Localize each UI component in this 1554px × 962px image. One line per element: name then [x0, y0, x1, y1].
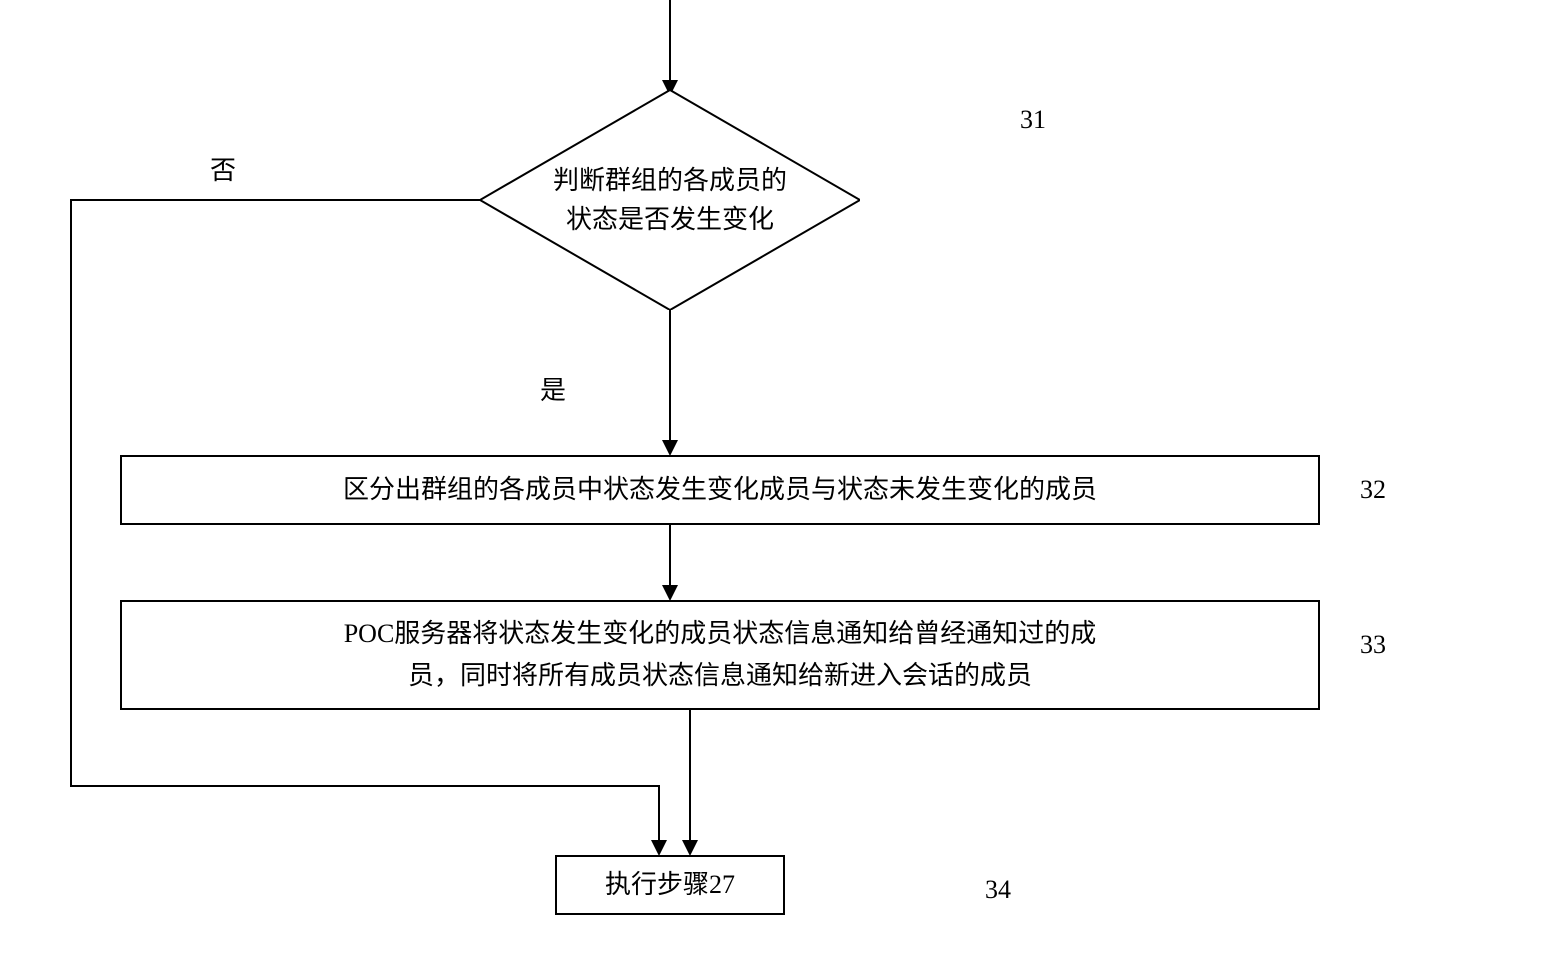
process2-text-line1: POC服务器将状态发生变化的成员状态信息通知给曾经通知过的成	[344, 619, 1097, 648]
edge-no-label: 否	[210, 150, 236, 187]
edge-yes-label: 是	[540, 370, 566, 407]
process1-text: 区分出群组的各成员中状态发生变化成员与状态未发生变化的成员	[343, 469, 1097, 511]
decision-text-line2: 状态是否发生变化	[566, 205, 774, 234]
edge-entry-line	[669, 0, 671, 84]
decision-text-line1: 判断群组的各成员的	[553, 166, 787, 195]
decision-node: 判断群组的各成员的 状态是否发生变化	[480, 90, 860, 310]
edge-merge-left-arrow	[651, 840, 667, 856]
process3-id-label: 34	[985, 875, 1011, 905]
process3-node: 执行步骤27	[555, 855, 785, 915]
edge-p1p2-line	[669, 525, 671, 590]
process2-id-label: 33	[1360, 630, 1386, 660]
decision-text: 判断群组的各成员的 状态是否发生变化	[553, 161, 787, 239]
edge-yes-line	[669, 310, 671, 445]
flowchart-container: 判断群组的各成员的 状态是否发生变化 31 否 是 区分出群组的各成员中状态发生…	[0, 0, 1554, 962]
edge-no-vline	[70, 199, 72, 785]
decision-id-label: 31	[1020, 105, 1046, 135]
edge-merge-left-vline	[658, 785, 660, 845]
process1-node: 区分出群组的各成员中状态发生变化成员与状态未发生变化的成员	[120, 455, 1320, 525]
edge-no-hline	[70, 199, 480, 201]
edge-p2merge-line	[689, 710, 691, 787]
edge-no-hline2	[70, 785, 660, 787]
edge-merge-right-arrow	[682, 840, 698, 856]
process2-node: POC服务器将状态发生变化的成员状态信息通知给曾经通知过的成 员，同时将所有成员…	[120, 600, 1320, 710]
edge-yes-arrow	[662, 440, 678, 456]
process2-text-line2: 员，同时将所有成员状态信息通知给新进入会话的成员	[408, 661, 1032, 690]
edge-p1p2-arrow	[662, 585, 678, 601]
process1-id-label: 32	[1360, 475, 1386, 505]
process3-text: 执行步骤27	[605, 864, 735, 906]
edge-merge-right-vline	[689, 785, 691, 845]
